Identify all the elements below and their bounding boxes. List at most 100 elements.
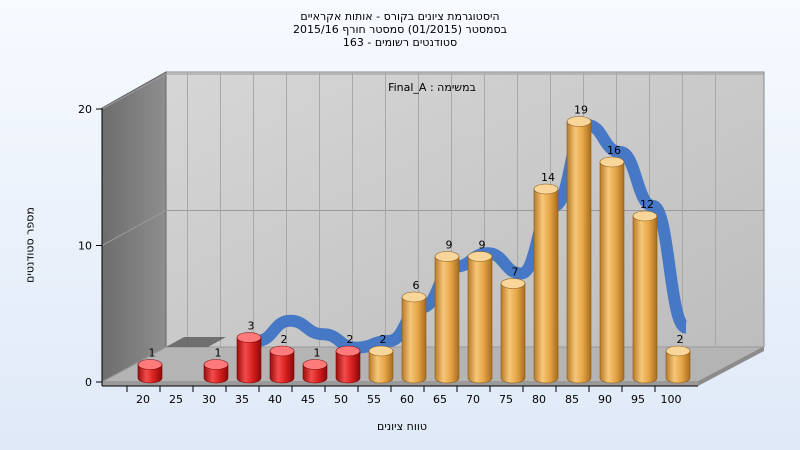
bar-cap: [500, 278, 526, 289]
bar-cap: [203, 359, 229, 370]
y-tick-label: 0: [85, 376, 92, 389]
bar-value-label: 1: [215, 347, 222, 360]
histogram-bar: 2: [665, 333, 691, 384]
title-line-2: בסמסטר (01/2015) סמסטר חורף 2015/16: [293, 23, 507, 36]
bar-cap: [137, 359, 163, 370]
bar-value-label: 12: [640, 198, 654, 211]
bar-cap: [632, 210, 658, 222]
histogram-bar: 2: [368, 333, 394, 384]
title-line-1: היסטוגרמת ציונים בקורס - אותות אקראיים: [300, 10, 500, 23]
y-axis-label: מספר סטודנטים: [23, 207, 37, 283]
histogram-bar: 1: [302, 347, 328, 384]
x-tick-label: 100: [661, 393, 682, 406]
bar-value-label: 9: [479, 239, 486, 252]
bar-body: [236, 337, 262, 384]
histogram-bar: 14: [533, 171, 559, 384]
bar-value-label: 3: [248, 320, 255, 333]
x-tick-label: 60: [400, 393, 414, 406]
bar-body: [401, 296, 427, 384]
bar-cap: [269, 345, 295, 357]
bar-body: [665, 350, 691, 384]
histogram-bar: 1: [137, 347, 163, 384]
histogram-bar: 9: [467, 239, 493, 384]
bar-body: [632, 215, 658, 384]
bar-cap: [434, 251, 460, 262]
histogram-bar: 16: [599, 144, 625, 384]
gridline-side: [101, 346, 167, 383]
histogram-bar: 19: [566, 104, 592, 384]
histogram-bar: 6: [401, 279, 427, 384]
x-tick-label: 75: [499, 393, 513, 406]
title-line-3: סטודנטים רשומים - 163: [342, 36, 458, 49]
bar-cap: [335, 345, 361, 357]
histogram-bar: 1: [203, 347, 229, 384]
x-tick-label: 55: [367, 393, 381, 406]
bar-body: [533, 188, 559, 384]
histogram-bar: 2: [335, 333, 361, 384]
gridline-side: [101, 73, 167, 110]
x-tick-label: 70: [466, 393, 480, 406]
y-axis: 0 10 20: [78, 103, 103, 389]
task-annotation: במשימה : Final_A: [388, 81, 476, 94]
bar-cap: [566, 116, 592, 127]
bar-body: [335, 350, 361, 384]
x-tick-label: 45: [301, 393, 315, 406]
bar-body: [566, 121, 592, 384]
x-tick-label: 85: [565, 393, 579, 406]
y-tick-label: 20: [78, 103, 92, 116]
bar-value-label: 1: [149, 347, 156, 360]
side-wall: [101, 71, 167, 383]
histogram-bar: 7: [500, 266, 526, 384]
bar-cap: [665, 345, 691, 357]
bar-value-label: 19: [574, 104, 588, 117]
bar-value-label: 2: [677, 333, 684, 346]
x-tick-label: 35: [235, 393, 249, 406]
x-tick-label: 95: [631, 393, 645, 406]
bar-value-label: 16: [607, 144, 621, 157]
floor-right-edge: [698, 347, 764, 386]
bar-cap: [302, 359, 328, 370]
bar-cap: [467, 251, 493, 262]
histogram-bar: 9: [434, 239, 460, 384]
floor-shadow-slab: [166, 337, 226, 347]
bar-cap: [533, 183, 559, 195]
x-axis-label: טווח ציונים: [377, 420, 427, 433]
bar-body: [269, 350, 295, 384]
bar-value-label: 1: [314, 347, 321, 360]
x-tick-label: 25: [169, 393, 183, 406]
y-tick-label: 10: [78, 240, 92, 253]
histogram-bar: 3: [236, 320, 262, 384]
x-axis: 20 25 30 35 40 45 50 55 60 65 70 75 80 85 90 95 100: [102, 385, 698, 406]
chart-title: היסטוגרמת ציונים בקורס - אותות אקראיים ב…: [0, 10, 800, 49]
bar-value-label: 2: [347, 333, 354, 346]
bar-body: [467, 256, 493, 384]
x-tick-label: 80: [532, 393, 546, 406]
bar-value-label: 7: [512, 266, 519, 279]
bar-cap: [401, 291, 427, 303]
bar-cap: [599, 156, 625, 168]
x-tick-label: 65: [433, 393, 447, 406]
bar-value-label: 2: [380, 333, 387, 346]
x-tick-label: 50: [334, 393, 348, 406]
bar-body: [599, 161, 625, 384]
bar-cap: [368, 345, 394, 357]
bar-value-label: 14: [541, 171, 555, 184]
bar-body: [368, 350, 394, 384]
x-tick-label: 40: [268, 393, 282, 406]
bar-body: [500, 283, 526, 384]
bar-value-label: 2: [281, 333, 288, 346]
x-tick-label: 20: [136, 393, 150, 406]
bar-cap: [236, 332, 262, 343]
x-tick-label: 90: [598, 393, 612, 406]
x-tick-label: 30: [202, 393, 216, 406]
bar-value-label: 6: [413, 279, 420, 292]
floor: [101, 346, 765, 383]
gridline-side: [101, 210, 167, 246]
bar-body: [434, 256, 460, 384]
bar-value-label: 9: [446, 239, 453, 252]
histogram-bar: 12: [632, 198, 658, 384]
histogram-bar: 2: [269, 333, 295, 384]
